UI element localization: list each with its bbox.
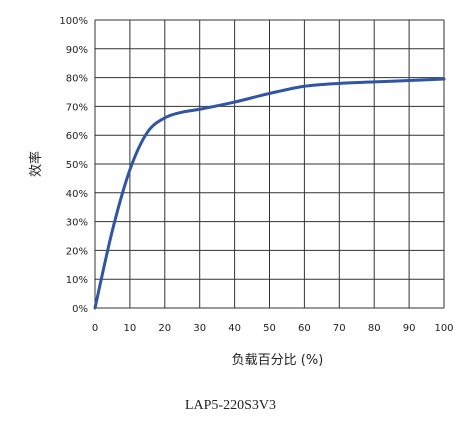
x-tick-label: 70 (333, 323, 346, 334)
y-tick-label: 80% (66, 74, 88, 85)
x-tick-label: 80 (368, 323, 381, 334)
y-tick-labels: 0% 10% 20% 30% 40% 50% 60% 70% 80% 90% 100% (59, 16, 88, 315)
y-tick-label: 70% (66, 102, 88, 113)
x-tick-label: 50 (263, 323, 276, 334)
y-tick-label: 40% (66, 189, 88, 200)
efficiency-curve (93, 77, 446, 310)
y-tick-label: 10% (66, 275, 88, 286)
y-tick-label: 100% (59, 16, 88, 27)
model-caption: LAP5-220S3V3 (184, 398, 276, 413)
x-tick-label: 0 (92, 323, 98, 334)
y-tick-label: 0% (72, 304, 88, 315)
y-tick-label: 30% (66, 218, 88, 229)
x-axis-label: 负载百分比 (%) (232, 353, 324, 368)
efficiency-chart: 0% 10% 20% 30% 40% 50% 60% 70% 80% 90% 100% 0 10 20 3… (28, 16, 454, 368)
y-tick-label: 60% (66, 131, 88, 142)
y-tick-label: 20% (66, 246, 88, 257)
x-tick-label: 30 (193, 323, 206, 334)
x-tick-label: 10 (124, 323, 137, 334)
grid (94, 19, 445, 309)
x-tick-label: 60 (298, 323, 311, 334)
x-tick-label: 90 (403, 323, 416, 334)
x-tick-label: 40 (228, 323, 241, 334)
x-tick-labels: 0 10 20 30 40 50 60 70 80 90 100 (92, 323, 454, 334)
y-tick-label: 90% (66, 45, 88, 56)
x-tick-label: 100 (434, 323, 453, 334)
x-tick-label: 20 (158, 323, 171, 334)
y-tick-label: 50% (66, 160, 88, 171)
y-axis-label: 效率 (28, 151, 44, 177)
